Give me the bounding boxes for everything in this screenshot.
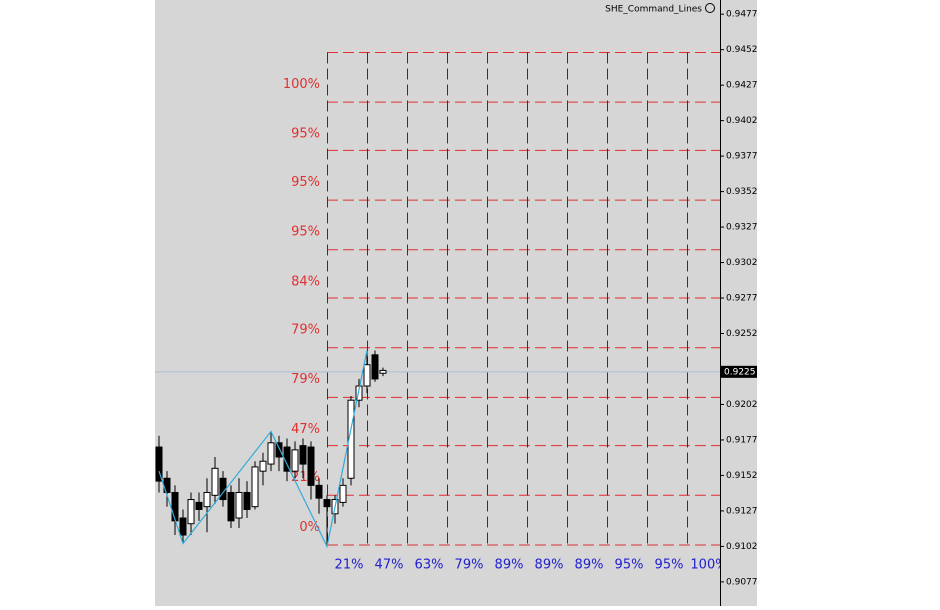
y-tick-label: 0.9152: [726, 471, 758, 481]
candle-body: [227, 491, 235, 522]
zigzag-line: [158, 350, 368, 549]
fib-level-label: 0%: [299, 520, 320, 535]
fib-level-label: 47%: [291, 422, 320, 437]
candle-body: [259, 460, 267, 472]
candle-body: [235, 491, 243, 519]
y-tick-label: 0.9352: [726, 187, 758, 197]
y-tick-label: 0.9452: [726, 45, 758, 55]
current-price-box: [721, 365, 757, 378]
fib-time-label: 95%: [655, 557, 684, 572]
candle-body: [355, 385, 363, 401]
fib-time-label: 63%: [415, 557, 444, 572]
candle-body: [219, 477, 227, 501]
fib-level-label: 95%: [291, 225, 320, 240]
candle-body: [267, 442, 275, 465]
fib-time-label: 100%: [690, 557, 727, 572]
y-tick-label: 0.9127: [726, 506, 758, 516]
fib-time-label: 95%: [615, 557, 644, 572]
candle-body: [251, 466, 259, 508]
candle-body: [179, 517, 187, 536]
fib-level-label: 79%: [291, 323, 320, 338]
candle-body: [339, 484, 347, 503]
y-tick-label: 0.9427: [726, 81, 758, 91]
candle-body: [243, 491, 251, 510]
candle-body: [155, 446, 163, 482]
fib-level-label: 95%: [291, 127, 320, 142]
candle-body: [211, 467, 219, 496]
candle-body: [187, 499, 195, 525]
y-tick-label: 0.9477: [726, 10, 758, 20]
y-tick-label: 0.9402: [726, 116, 758, 126]
y-tick-label: 0.9177: [726, 435, 758, 445]
fib-time-label: 47%: [375, 557, 404, 572]
y-tick-label: 0.9327: [726, 223, 758, 233]
fib-time-label: 89%: [535, 557, 564, 572]
plot-area: 100%95%95%95%84%79%79%47%21%0%21% 47% 63% 7…: [155, 52, 727, 572]
candle-body: [291, 449, 299, 472]
y-tick-label: 0.9252: [726, 329, 758, 339]
plot-background: [155, 0, 757, 606]
fib-time-label: 79%: [455, 557, 484, 572]
fib-level-label: 95%: [291, 175, 320, 190]
candle-body: [347, 399, 355, 479]
candle-body: [323, 499, 331, 508]
y-tick-label: 0.9102: [726, 542, 758, 552]
candle-body: [299, 445, 307, 465]
y-tick-label: 0.9377: [726, 152, 758, 162]
candle-body: [275, 442, 283, 458]
candle-body: [195, 501, 203, 510]
candle-body: [171, 491, 179, 522]
candle-body: [307, 446, 315, 486]
current-price-label: 0.9225: [724, 367, 756, 377]
fib-time-label: 89%: [495, 557, 524, 572]
indicator-icon: [705, 3, 715, 13]
candle-body: [371, 354, 379, 380]
fib-level-label: 79%: [291, 372, 320, 387]
candle-body: [379, 369, 387, 374]
y-tick-label: 0.9302: [726, 258, 758, 268]
fib-level-label: 100%: [283, 77, 320, 92]
fib-time-label: 89%: [575, 557, 604, 572]
fib-level-label: 84%: [291, 274, 320, 289]
fib-time-label: 21%: [335, 557, 364, 572]
y-tick-label: 0.9202: [726, 400, 758, 410]
candle-body: [315, 484, 323, 499]
candle-body: [363, 364, 371, 387]
candle-body: [203, 491, 211, 508]
y-tick-label: 0.9077: [726, 577, 758, 587]
indicator-name: SHE_Command_Lines: [605, 5, 702, 15]
y-tick-label: 0.9277: [726, 294, 758, 304]
